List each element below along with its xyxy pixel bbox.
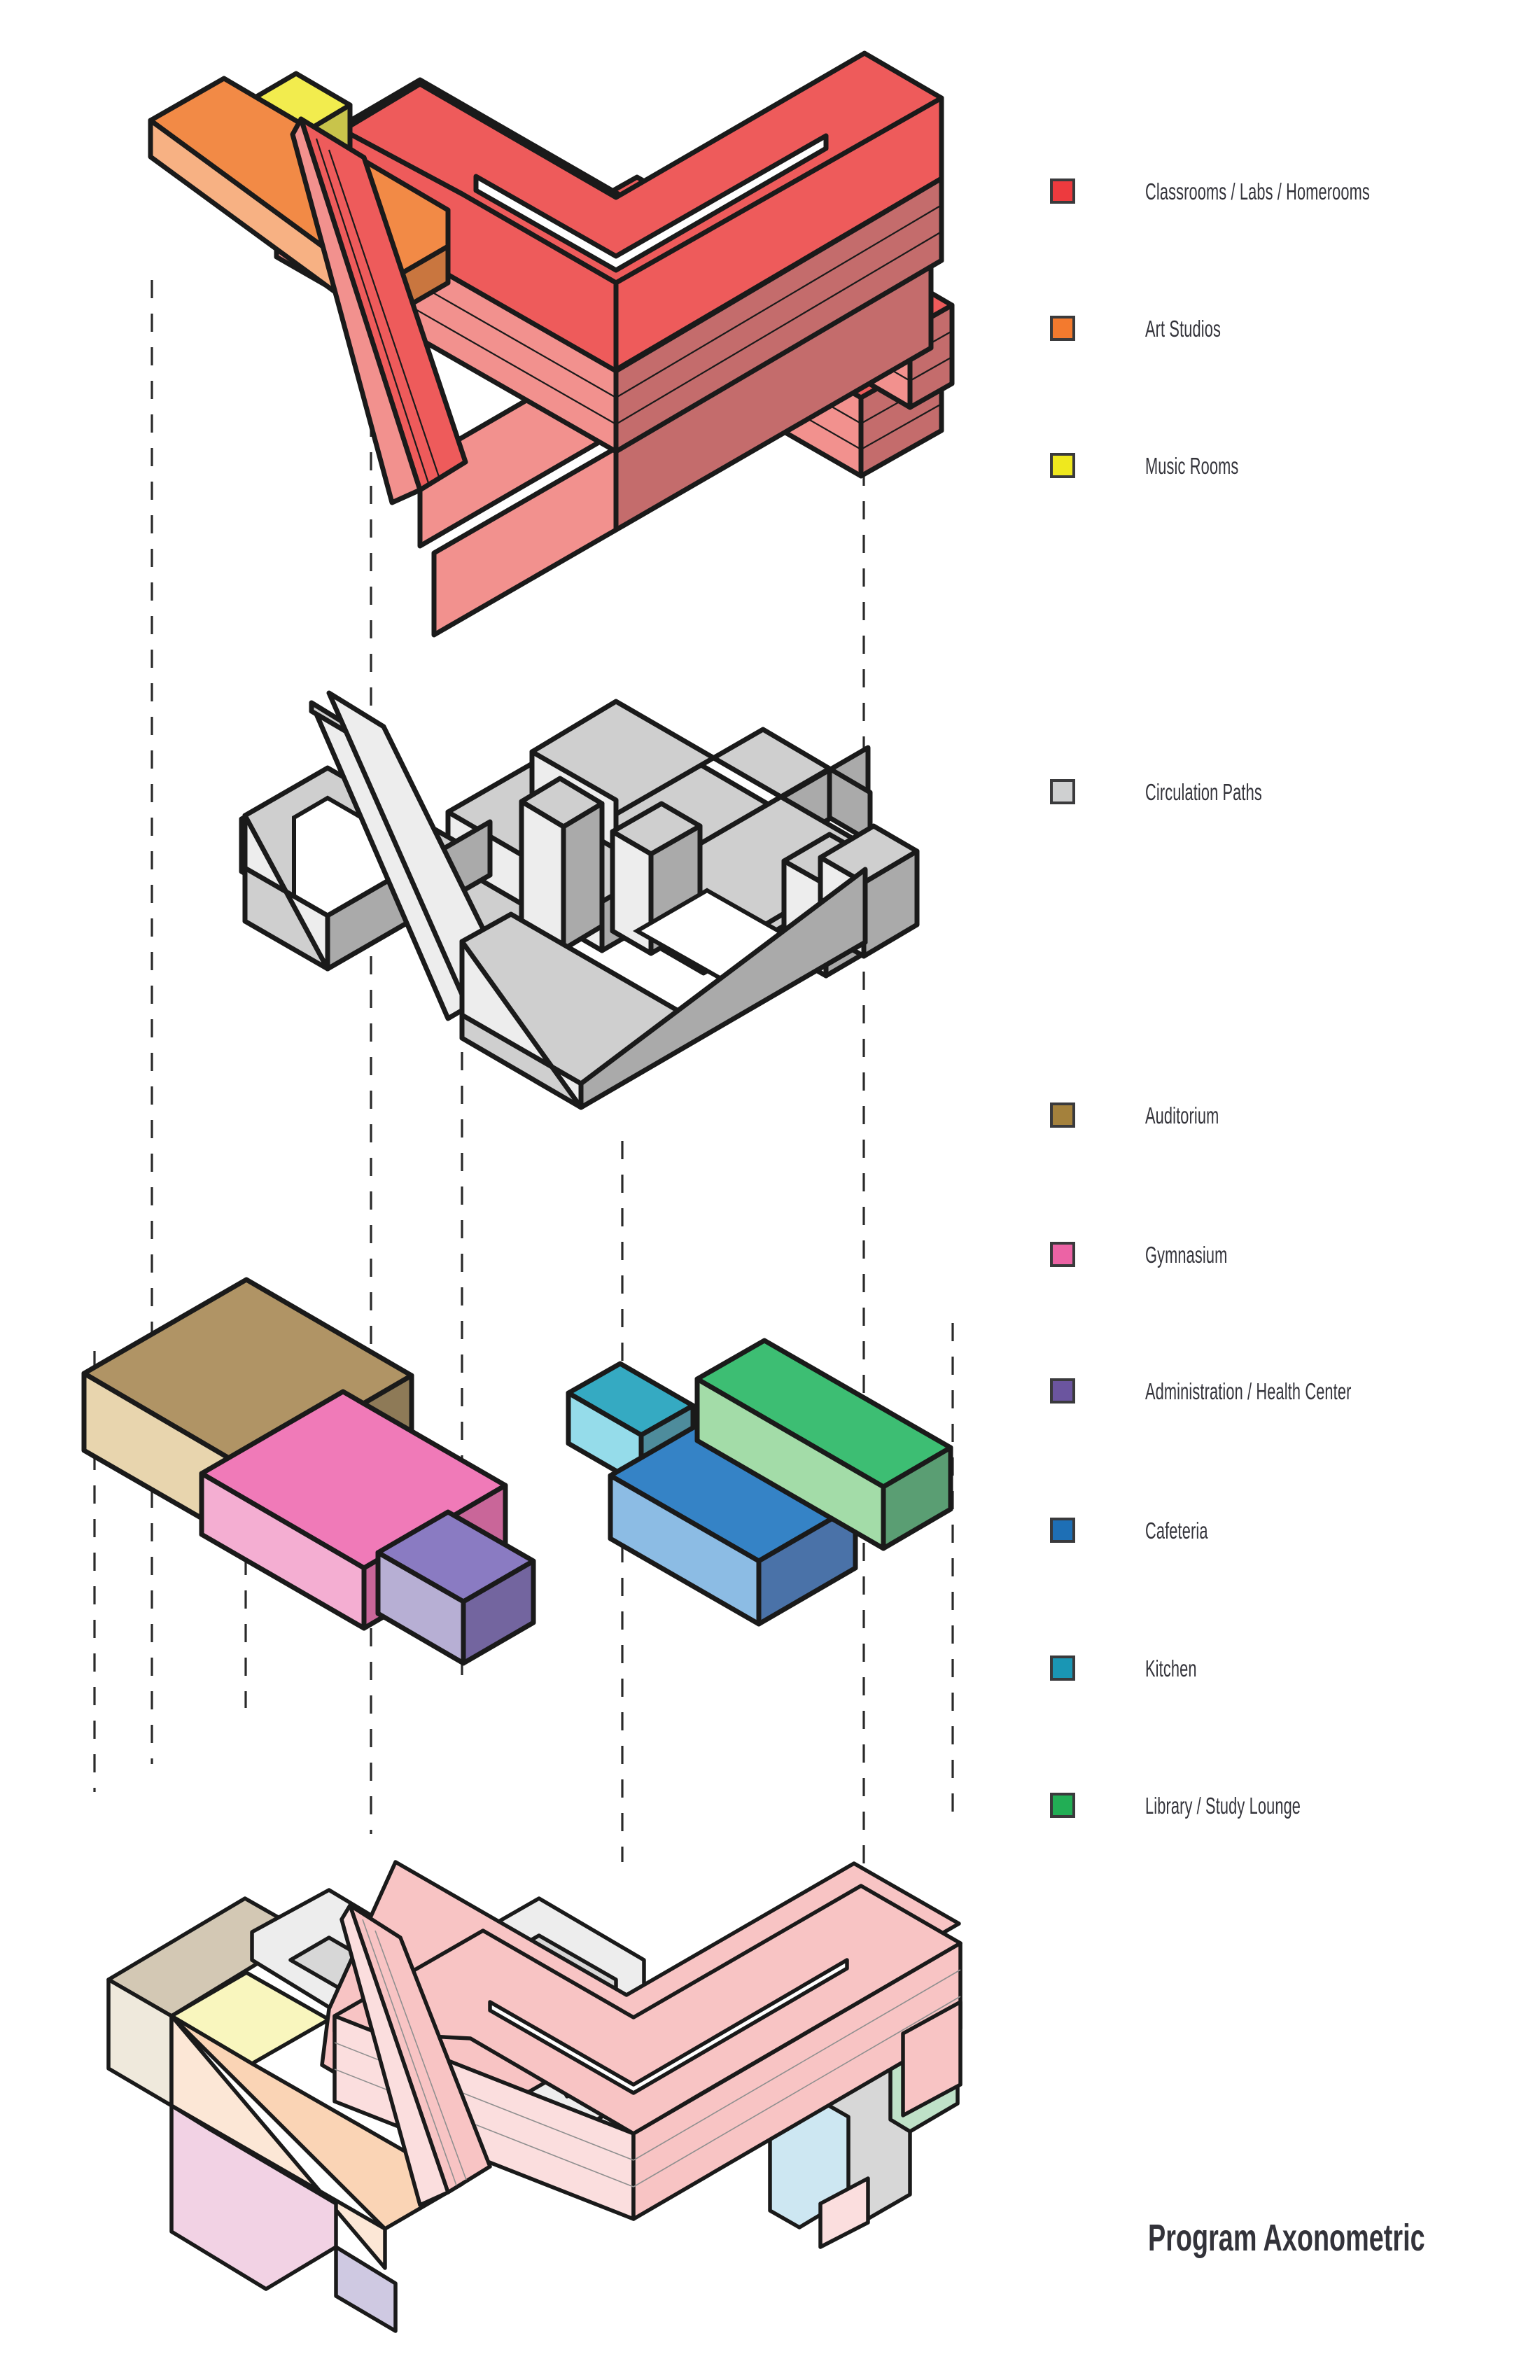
legend-swatch-gymnasium: [1050, 1242, 1075, 1267]
composite-classrooms: [320, 1860, 962, 2221]
legend-swatch-library: [1050, 1793, 1075, 1818]
legend-swatch-cafeteria: [1050, 1518, 1075, 1543]
administration-volume: [375, 1509, 536, 1666]
legend-item-kitchen[interactable]: Kitchen: [1050, 1651, 1223, 1686]
legend-item-music-rooms[interactable]: Music Rooms: [1050, 448, 1287, 483]
legend-item-art-studios[interactable]: Art Studios: [1050, 311, 1260, 346]
legend-item-auditorium[interactable]: Auditorium: [1050, 1098, 1257, 1133]
circulation-fin-walls: [519, 776, 874, 979]
layer-circulation-level: [239, 690, 920, 1110]
composite-admin: [334, 2245, 398, 2333]
legend-item-library[interactable]: Library / Study Lounge: [1050, 1788, 1380, 1823]
legend-swatch-art-studios: [1050, 316, 1075, 341]
legend-item-classrooms[interactable]: Classrooms / Labs / Homerooms: [1050, 174, 1485, 209]
legend-label-gymnasium: Gymnasium: [1145, 1241, 1228, 1268]
legend-label-circulation: Circulation Paths: [1145, 778, 1262, 805]
legend-swatch-administration: [1050, 1378, 1075, 1404]
layer-classroom-level: [148, 50, 955, 638]
legend-label-music-rooms: Music Rooms: [1145, 452, 1239, 479]
legend-item-cafeteria[interactable]: Cafeteria: [1050, 1513, 1240, 1548]
legend-label-art-studios: Art Studios: [1145, 315, 1221, 342]
circulation-lower-ring: [459, 867, 868, 1110]
legend: Classrooms / Labs / Homerooms Art Studio…: [1050, 0, 1540, 2380]
legend-swatch-circulation: [1050, 779, 1075, 804]
legend-label-auditorium: Auditorium: [1145, 1102, 1219, 1128]
legend-item-gymnasium[interactable]: Gymnasium: [1050, 1237, 1270, 1272]
classroom-v-inner-void: [473, 133, 829, 273]
circulation-ramp-wall: [309, 690, 510, 1021]
legend-label-administration: Administration / Health Center: [1145, 1378, 1352, 1404]
legend-label-cafeteria: Cafeteria: [1145, 1517, 1208, 1544]
library-volume: [694, 1338, 953, 1551]
legend-swatch-music-rooms: [1050, 453, 1075, 478]
legend-swatch-auditorium: [1050, 1102, 1075, 1128]
legend-item-administration[interactable]: Administration / Health Center: [1050, 1373, 1457, 1408]
classroom-ramp-wedge: [290, 116, 468, 505]
legend-swatch-kitchen: [1050, 1656, 1075, 1681]
composite-east-caps: [818, 2000, 962, 2249]
legend-label-classrooms: Classrooms / Labs / Homerooms: [1145, 178, 1370, 204]
legend-swatch-classrooms: [1050, 178, 1075, 204]
legend-label-library: Library / Study Lounge: [1145, 1792, 1301, 1819]
legend-label-kitchen: Kitchen: [1145, 1655, 1197, 1681]
layer-composite-level: [106, 1860, 962, 2333]
sheet-title: Program Axonometric: [1148, 2217, 1425, 2259]
layer-assembly-level: [81, 1277, 953, 1666]
legend-item-circulation[interactable]: Circulation Paths: [1050, 774, 1322, 809]
